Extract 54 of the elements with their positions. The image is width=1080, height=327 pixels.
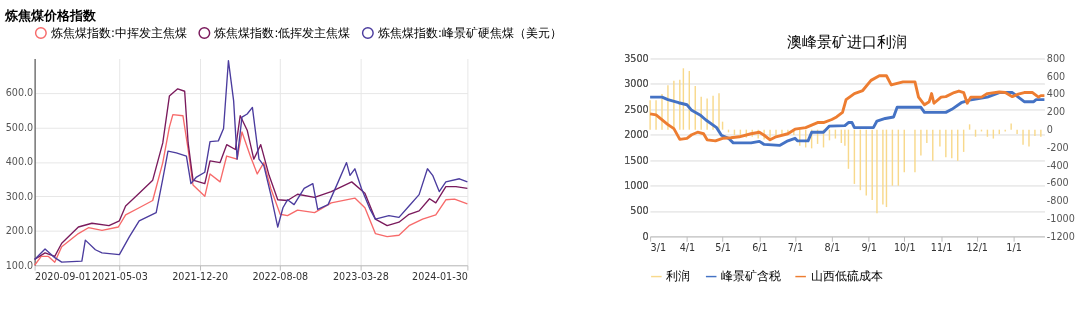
- y-tick-label: 200.0: [5, 225, 34, 237]
- y-tick-label: 100.0: [5, 259, 34, 271]
- x-tick-label: 10/1: [893, 242, 916, 254]
- x-tick-label: 2020-09-01: [35, 271, 91, 283]
- x-tick-label: 5/1: [715, 242, 731, 254]
- y-tick-label: 500.0: [5, 121, 34, 133]
- y2-tick-label: -600: [1046, 177, 1069, 189]
- x-tick-label: 8/1: [824, 242, 841, 254]
- legend-label: 炼焦煤指数:低挥发主焦煤: [214, 25, 351, 40]
- y2-tick-label: -800: [1046, 195, 1069, 207]
- x-tick-label: 12/1: [966, 242, 988, 254]
- x-tick-label: 2021-12-20: [172, 271, 229, 283]
- y2-tick-label: -200: [1046, 141, 1069, 153]
- y2-tick-label: -1200: [1046, 230, 1075, 242]
- chart-title: 炼焦煤价格指数: [4, 8, 98, 24]
- legend-label: 炼焦煤指数:中挥发主焦煤: [50, 25, 187, 40]
- x-tick-label: 7/1: [787, 242, 804, 254]
- y-tick-label: 2500: [624, 103, 649, 115]
- y2-tick-label: -400: [1046, 159, 1069, 171]
- x-tick-label: 2022-08-08: [252, 271, 309, 283]
- y2-tick-label: 200: [1046, 106, 1066, 118]
- y-tick-label: 1000: [624, 179, 649, 191]
- x-tick-label: 11/1: [930, 242, 953, 254]
- legend-label: 峰景矿含税: [721, 269, 782, 284]
- y-tick-label: 400.0: [5, 156, 34, 168]
- x-tick-label: 2024-01-30: [412, 271, 468, 283]
- legend-label: 炼焦煤指数:峰景矿硬焦煤（美元）: [377, 25, 562, 40]
- y-tick-label: 3500: [624, 52, 649, 64]
- x-tick-label: 2021-05-03: [91, 271, 148, 283]
- y-tick-label: 500: [630, 205, 649, 217]
- x-tick-label: 1/1: [1006, 242, 1022, 254]
- x-tick-label: 9/1: [861, 242, 877, 254]
- line-series: [648, 74, 1046, 143]
- chart-title: 澳峰景矿进口利润: [787, 32, 908, 51]
- x-tick-label: 6/1: [752, 242, 768, 254]
- y2-tick-label: 400: [1046, 88, 1066, 100]
- y-tick-label: 2000: [624, 129, 649, 141]
- line-series: [33, 59, 469, 263]
- y-tick-label: 600.0: [5, 87, 34, 99]
- y-tick-label: 300.0: [5, 190, 34, 202]
- legend-label: 利润: [666, 269, 691, 284]
- y-tick-label: 0: [642, 230, 649, 242]
- line-series: [33, 88, 469, 261]
- y-tick-label: 1500: [624, 154, 649, 166]
- y2-tick-label: 0: [1046, 124, 1053, 136]
- x-tick-label: 2023-03-28: [332, 271, 389, 283]
- y2-tick-label: -1000: [1046, 212, 1075, 224]
- legend-label: 山西低硫成本: [810, 269, 883, 284]
- y-tick-label: 3000: [624, 78, 649, 90]
- y2-tick-label: 800: [1046, 52, 1066, 64]
- line-series: [648, 91, 1046, 147]
- x-tick-label: 4/1: [679, 242, 696, 254]
- y2-tick-label: 600: [1046, 70, 1066, 82]
- x-tick-label: 3/1: [650, 242, 667, 254]
